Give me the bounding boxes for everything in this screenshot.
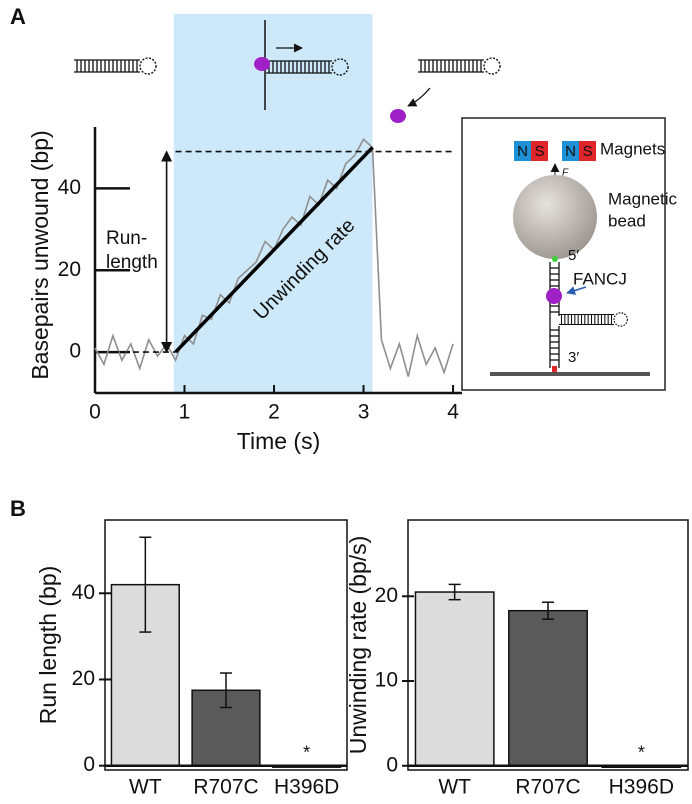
helicase [546,288,562,304]
y-tick-label: 20 [72,667,95,690]
magnet-label: S [582,143,592,160]
magnet [531,141,548,161]
frame [104,519,348,771]
y-tick-label: 0 [386,753,398,776]
y-tick-label: 0 [83,753,95,776]
panel-label: B [10,496,26,521]
y-tick-label: 20 [58,258,81,281]
bar [414,591,495,767]
fancj-label: FANCJ [573,269,627,288]
y-axis-label: Run length (bp) [35,566,61,725]
release-arrow [407,87,431,107]
panel-label: A [10,4,26,29]
hairpin [418,58,500,74]
magnet-label: N [565,143,576,160]
x-tick-label: WT [438,776,471,799]
series-line [174,146,374,354]
bar-annotation: * [303,742,310,762]
x-tick-label: 0 [89,401,101,424]
frame [407,519,689,771]
attachment [552,256,558,262]
bar [508,609,588,767]
magnets-label: Magnets [600,139,665,158]
underlay [173,14,373,393]
y-tick-label: 0 [69,340,81,363]
bar-annotation: * [638,743,645,763]
magnet [562,141,579,161]
helicase [390,109,406,123]
x-tick-label: 1 [179,401,191,424]
inset: N S N S Magnets F Magnetic bead 5′ FANCJ… [461,117,677,391]
hairpin [74,58,156,74]
magnet-label: N [517,143,528,160]
annotation: length [106,252,158,273]
x-tick-label: 2 [268,401,280,424]
shade [173,14,373,393]
end-label: 5′ [568,247,579,264]
bead-label: bead [608,211,646,230]
x-tick-label: 3 [358,401,370,424]
end-label: 3′ [568,349,579,366]
bead-label: Magnetic [608,189,677,208]
y-tick-label: 20 [375,584,398,607]
x-tick-label: WT [129,776,162,799]
magnet-label: S [534,143,544,160]
magnet [579,141,596,161]
y-tick-label: 40 [58,176,81,199]
x-tick-label: H396D [609,776,674,799]
x-tick-label: 4 [447,401,459,424]
y-tick-label: 40 [72,581,95,604]
anchor [552,366,557,372]
bead [513,175,597,259]
magnet [514,141,531,161]
x-tick-label: R707C [515,776,580,799]
fancj-arrow [566,286,587,295]
annotation: Run- [106,228,147,249]
y-axis-label: Basepairs unwound (bp) [27,130,53,379]
y-tick-label: 10 [375,669,398,692]
force-label: F [562,168,569,179]
y-axis-label: Unwinding rate (bp/s) [345,536,371,755]
dna [549,262,560,368]
x-axis-label: Time (s) [237,428,320,454]
x-tick-label: R707C [193,776,258,799]
x-tick-label: H396D [274,776,339,799]
cartoons [74,20,500,123]
helicase [254,57,270,71]
